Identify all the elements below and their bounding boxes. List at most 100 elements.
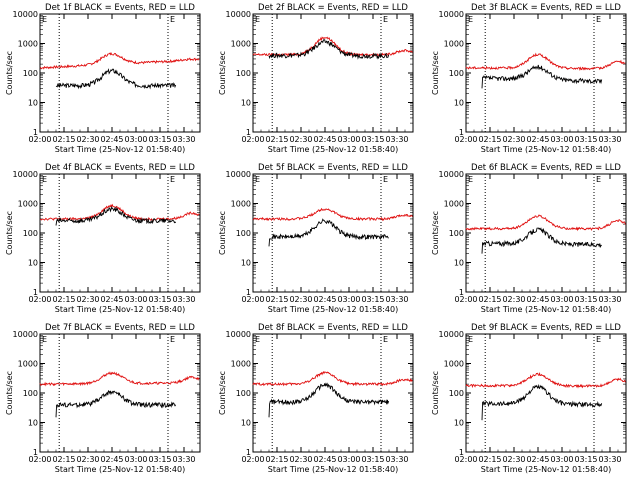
y-tick-label: 100 — [23, 389, 38, 398]
x-tick-label: 02:45 — [313, 295, 336, 304]
x-tick-label: 03:15 — [148, 295, 171, 304]
x-tick-label: 02:30 — [502, 135, 525, 144]
y-tick-label: 1 — [33, 128, 38, 137]
y-axis-label: Counts/sec — [431, 371, 440, 415]
black-events-series — [481, 383, 603, 421]
panel-title: Det 8f BLACK = Events, RED = LLD — [258, 323, 408, 333]
detector-panel-2: Det 2f BLACK = Events, RED = LLD 1 10 100 10… — [218, 3, 414, 154]
corner-marker-e: E — [255, 15, 260, 24]
panel-title: Det 9f BLACK = Events, RED = LLD — [471, 323, 621, 333]
black-events-series — [481, 227, 602, 254]
red-lld-series — [39, 51, 200, 70]
corner-marker-e: E — [596, 175, 601, 184]
y-tick-label: 100 — [236, 229, 251, 238]
x-tick-label: 02:30 — [289, 135, 312, 144]
x-tick-label: 03:00 — [124, 455, 147, 464]
x-tick-label: 02:00 — [454, 135, 477, 144]
detector-panel-4: Det 4f BLACK = Events, RED = LLD 1 10 100 10… — [5, 163, 201, 314]
y-tick-label: 1000 — [231, 40, 251, 49]
corner-marker-e: E — [42, 335, 47, 344]
x-axis-label: Start Time (25-Nov-12 01:58:40) — [55, 465, 185, 474]
corner-marker-e: E — [255, 335, 260, 344]
y-tick-label: 10 — [28, 419, 38, 428]
y-tick-label: 100 — [236, 389, 251, 398]
x-tick-label: 03:15 — [574, 135, 597, 144]
x-tick-label: 02:45 — [313, 455, 336, 464]
corner-marker-e: E — [468, 15, 473, 24]
x-tick-label: 02:00 — [28, 455, 51, 464]
detector-panel-6: Det 6f BLACK = Events, RED = LLD 1 10 100 10… — [431, 163, 627, 314]
y-tick-label: 1000 — [231, 200, 251, 209]
x-tick-label: 03:30 — [172, 135, 195, 144]
x-tick-label: 03:30 — [172, 295, 195, 304]
y-tick-label: 1000 — [444, 40, 464, 49]
corner-marker-e: E — [170, 175, 175, 184]
corner-marker-e: E — [596, 335, 601, 344]
x-tick-label: 03:15 — [361, 295, 384, 304]
x-tick-label: 03:00 — [550, 455, 573, 464]
corner-marker-e: E — [468, 335, 473, 344]
x-tick-label: 02:30 — [76, 295, 99, 304]
y-tick-label: 1 — [246, 448, 251, 457]
corner-marker-e: E — [42, 15, 47, 24]
x-axis-label: Start Time (25-Nov-12 01:58:40) — [55, 145, 185, 154]
y-tick-label: 100 — [449, 69, 464, 78]
detector-panel-5: Det 5f BLACK = Events, RED = LLD 1 10 100 10… — [218, 163, 414, 314]
y-axis-label: Counts/sec — [218, 371, 227, 415]
y-tick-label: 10 — [28, 99, 38, 108]
x-tick-label: 02:00 — [454, 455, 477, 464]
x-axis-label: Start Time (25-Nov-12 01:58:40) — [268, 465, 398, 474]
y-axis-label: Counts/sec — [431, 51, 440, 95]
black-events-series — [55, 390, 177, 418]
x-tick-label: 03:30 — [598, 295, 621, 304]
corner-marker-e: E — [383, 335, 388, 344]
plot-frame — [39, 173, 201, 293]
panel-title: Det 1f BLACK = Events, RED = LLD — [45, 3, 195, 13]
x-tick-label: 02:15 — [52, 135, 75, 144]
y-tick-label: 10 — [241, 99, 251, 108]
red-lld-series — [39, 371, 200, 387]
y-tick-label: 10000 — [439, 170, 464, 179]
y-tick-label: 10000 — [226, 330, 251, 339]
panel-title: Det 4f BLACK = Events, RED = LLD — [45, 163, 195, 173]
y-tick-label: 10000 — [226, 170, 251, 179]
black-events-series — [55, 205, 177, 226]
y-tick-label: 1000 — [231, 360, 251, 369]
x-tick-label: 03:15 — [361, 455, 384, 464]
panel-title: Det 3f BLACK = Events, RED = LLD — [471, 3, 621, 13]
y-tick-label: 1 — [459, 288, 464, 297]
y-axis-label: Counts/sec — [5, 371, 14, 415]
x-axis-label: Start Time (25-Nov-12 01:58:40) — [481, 305, 611, 314]
black-events-series — [268, 39, 390, 60]
black-events-series — [268, 382, 390, 418]
y-tick-label: 10000 — [13, 330, 38, 339]
plot-frame — [252, 13, 414, 133]
x-tick-label: 03:15 — [574, 455, 597, 464]
corner-marker-e: E — [383, 175, 388, 184]
y-tick-label: 1000 — [18, 200, 38, 209]
y-tick-label: 100 — [449, 389, 464, 398]
x-tick-label: 03:30 — [598, 135, 621, 144]
x-tick-label: 02:00 — [28, 135, 51, 144]
x-tick-label: 02:45 — [526, 455, 549, 464]
x-axis-label: Start Time (25-Nov-12 01:58:40) — [268, 305, 398, 314]
x-tick-label: 02:45 — [100, 295, 123, 304]
x-tick-label: 02:00 — [241, 455, 264, 464]
corner-marker-e: E — [170, 15, 175, 24]
x-tick-label: 02:15 — [52, 295, 75, 304]
x-tick-label: 03:00 — [337, 135, 360, 144]
x-tick-label: 03:00 — [124, 295, 147, 304]
y-tick-label: 1 — [33, 448, 38, 457]
x-tick-label: 02:45 — [100, 455, 123, 464]
corner-marker-e: E — [170, 335, 175, 344]
y-tick-label: 1000 — [444, 360, 464, 369]
y-tick-label: 10000 — [13, 170, 38, 179]
x-tick-label: 02:45 — [526, 295, 549, 304]
x-tick-label: 02:15 — [478, 295, 501, 304]
x-tick-label: 03:00 — [124, 135, 147, 144]
y-tick-label: 100 — [23, 69, 38, 78]
x-tick-label: 02:15 — [52, 455, 75, 464]
red-lld-series — [465, 372, 626, 389]
x-axis-label: Start Time (25-Nov-12 01:58:40) — [55, 305, 185, 314]
y-tick-label: 10000 — [226, 10, 251, 19]
